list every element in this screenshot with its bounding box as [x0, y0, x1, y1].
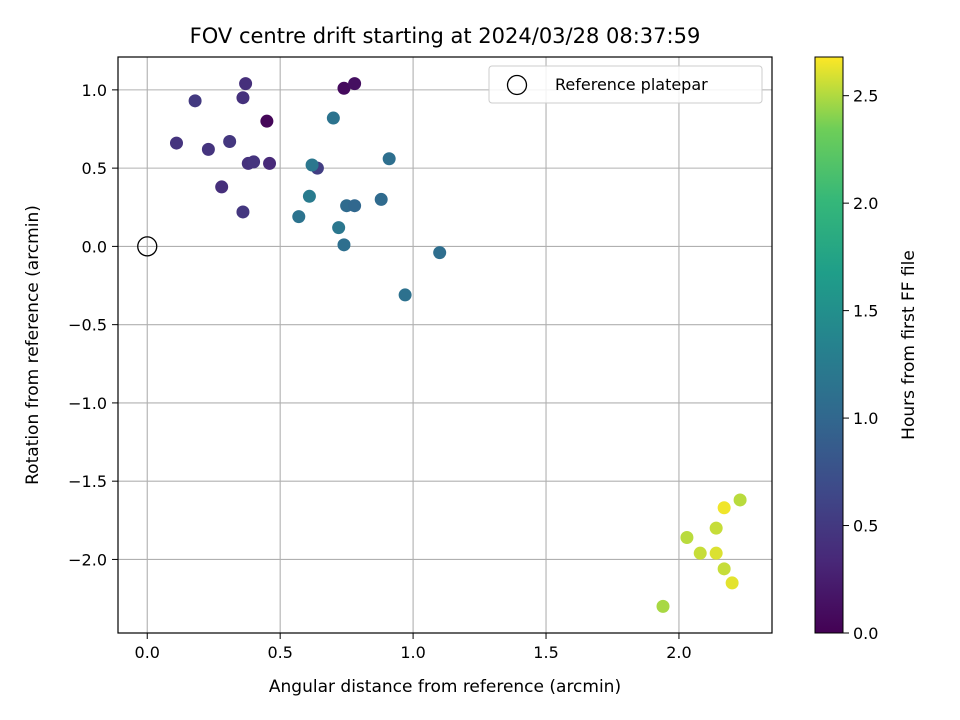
- x-tick-label: 1.0: [400, 643, 425, 662]
- x-tick-label: 1.5: [533, 643, 558, 662]
- x-tick-label: 0.5: [267, 643, 292, 662]
- data-point: [188, 94, 202, 108]
- x-tick-label: 2.0: [666, 643, 691, 662]
- y-tick-label: −2.0: [68, 550, 107, 569]
- colorbar-tick-label: 0.5: [853, 517, 878, 536]
- chart-title: FOV centre drift starting at 2024/03/28 …: [190, 24, 701, 48]
- data-point: [733, 493, 747, 507]
- legend-label-reference-platepar: Reference platepar: [555, 75, 708, 94]
- data-point: [263, 156, 277, 170]
- plot-frame: [117, 56, 773, 634]
- data-point: [709, 546, 723, 560]
- grid-lines: [118, 57, 772, 633]
- data-point: [337, 81, 351, 95]
- y-axis-ticks: 1.0 0.5 0.0 −0.5 −1.0 −1.5 −2.0: [68, 81, 118, 569]
- data-point: [433, 246, 447, 260]
- data-point: [332, 221, 346, 235]
- data-point: [382, 152, 396, 166]
- data-point: [374, 192, 388, 206]
- reference-platepar-marker: [137, 236, 158, 257]
- data-point: [348, 199, 362, 213]
- data-point: [725, 576, 739, 590]
- data-point: [215, 180, 229, 194]
- data-point: [236, 205, 250, 219]
- colorbar-ticks: 0.0 0.5 1.0 1.5 2.0 2.5: [843, 87, 878, 643]
- y-tick-label: −1.5: [68, 472, 107, 491]
- legend-box: [488, 65, 763, 104]
- data-point: [348, 77, 362, 91]
- data-point: [247, 155, 261, 169]
- data-point: [292, 210, 306, 224]
- x-axis-label: Angular distance from reference (arcmin): [269, 677, 621, 697]
- y-tick-label: −0.5: [68, 316, 107, 335]
- data-point: [201, 142, 215, 156]
- y-tick-label: −1.0: [68, 394, 107, 413]
- x-axis-ticks: 0.0 0.5 1.0 1.5 2.0: [135, 633, 692, 662]
- data-points: [169, 77, 747, 613]
- data-point: [239, 77, 253, 91]
- data-point: [260, 114, 274, 128]
- data-point: [326, 111, 340, 125]
- colorbar-tick-label: 2.0: [853, 194, 878, 213]
- colorbar-label: Hours from first FF file: [899, 250, 919, 440]
- y-tick-label: 0.0: [82, 237, 107, 256]
- colorbar-tick-label: 0.0: [853, 624, 878, 643]
- data-point: [305, 158, 319, 172]
- data-point: [223, 135, 237, 149]
- data-point: [236, 91, 250, 105]
- x-tick-label: 0.0: [135, 643, 160, 662]
- reference-marker-layer: [137, 236, 158, 257]
- y-tick-label: 0.5: [82, 159, 107, 178]
- data-point: [709, 521, 723, 535]
- colorbar: [814, 56, 844, 634]
- data-point: [693, 546, 707, 560]
- data-point: [398, 288, 412, 302]
- legend-reference-marker: [506, 74, 528, 96]
- colorbar-tick-label: 1.5: [853, 302, 878, 321]
- data-point: [717, 501, 731, 515]
- data-point: [169, 136, 183, 150]
- data-point: [302, 189, 316, 203]
- y-tick-label: 1.0: [82, 81, 107, 100]
- colorbar-tick-label: 2.5: [853, 87, 878, 106]
- data-point: [680, 531, 694, 545]
- y-axis-label: Rotation from reference (arcmin): [23, 205, 43, 485]
- data-point: [656, 599, 670, 613]
- colorbar-tick-label: 1.0: [853, 409, 878, 428]
- data-point: [337, 238, 351, 252]
- data-point: [717, 562, 731, 576]
- legend: Reference platepar: [488, 65, 763, 104]
